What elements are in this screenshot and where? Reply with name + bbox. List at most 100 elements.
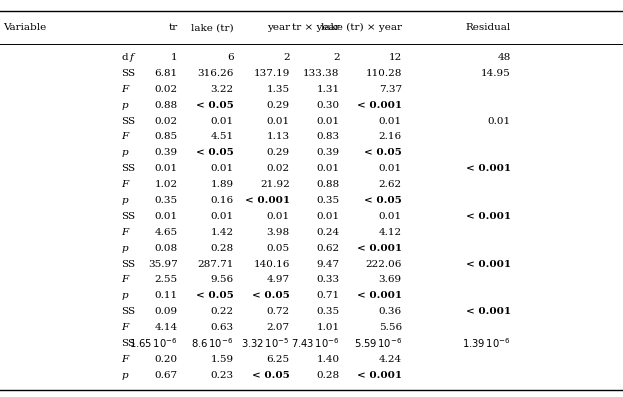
Text: 0.01: 0.01 xyxy=(316,117,340,125)
Text: 0.29: 0.29 xyxy=(267,148,290,157)
Text: 0.28: 0.28 xyxy=(316,371,340,380)
Text: 2.62: 2.62 xyxy=(379,180,402,189)
Text: 0.22: 0.22 xyxy=(211,307,234,316)
Text: 0.16: 0.16 xyxy=(211,196,234,205)
Text: 1.42: 1.42 xyxy=(211,228,234,237)
Text: 4.65: 4.65 xyxy=(155,228,178,237)
Text: 0.39: 0.39 xyxy=(155,148,178,157)
Text: 0.01: 0.01 xyxy=(267,212,290,221)
Text: 0.35: 0.35 xyxy=(155,196,178,205)
Text: 133.38: 133.38 xyxy=(303,69,340,78)
Text: p: p xyxy=(121,101,128,110)
Text: 0.67: 0.67 xyxy=(155,371,178,380)
Text: 2: 2 xyxy=(333,53,340,62)
Text: $8.6\,10^{-6}$: $8.6\,10^{-6}$ xyxy=(191,337,234,350)
Text: 12: 12 xyxy=(389,53,402,62)
Text: 1.01: 1.01 xyxy=(316,323,340,332)
Text: 0.01: 0.01 xyxy=(379,212,402,221)
Text: SS: SS xyxy=(121,212,136,221)
Text: < 0.05: < 0.05 xyxy=(196,291,234,300)
Text: 0.83: 0.83 xyxy=(316,133,340,141)
Text: 2.55: 2.55 xyxy=(155,276,178,284)
Text: 0.20: 0.20 xyxy=(155,355,178,364)
Text: 0.62: 0.62 xyxy=(316,244,340,252)
Text: 1.40: 1.40 xyxy=(316,355,340,364)
Text: SS: SS xyxy=(121,164,136,173)
Text: 35.97: 35.97 xyxy=(148,260,178,268)
Text: 0.71: 0.71 xyxy=(316,291,340,300)
Text: 0.33: 0.33 xyxy=(316,276,340,284)
Text: 0.01: 0.01 xyxy=(379,164,402,173)
Text: p: p xyxy=(121,291,128,300)
Text: 14.95: 14.95 xyxy=(481,69,511,78)
Text: 316.26: 316.26 xyxy=(197,69,234,78)
Text: 0.24: 0.24 xyxy=(316,228,340,237)
Text: 3.69: 3.69 xyxy=(379,276,402,284)
Text: 48: 48 xyxy=(498,53,511,62)
Text: $3.32\,10^{-5}$: $3.32\,10^{-5}$ xyxy=(241,337,290,350)
Text: 0.02: 0.02 xyxy=(267,164,290,173)
Text: $1.39\,10^{-6}$: $1.39\,10^{-6}$ xyxy=(462,337,511,350)
Text: SS: SS xyxy=(121,117,136,125)
Text: 0.02: 0.02 xyxy=(155,117,178,125)
Text: 0.01: 0.01 xyxy=(316,164,340,173)
Text: 0.72: 0.72 xyxy=(267,307,290,316)
Text: p: p xyxy=(121,196,128,205)
Text: 6: 6 xyxy=(227,53,234,62)
Text: 0.01: 0.01 xyxy=(488,117,511,125)
Text: d: d xyxy=(121,53,128,62)
Text: 137.19: 137.19 xyxy=(254,69,290,78)
Text: 0.85: 0.85 xyxy=(155,133,178,141)
Text: 0.08: 0.08 xyxy=(155,244,178,252)
Text: 4.14: 4.14 xyxy=(155,323,178,332)
Text: 7.37: 7.37 xyxy=(379,85,402,94)
Text: 222.06: 222.06 xyxy=(366,260,402,268)
Text: 0.02: 0.02 xyxy=(155,85,178,94)
Text: 4.24: 4.24 xyxy=(379,355,402,364)
Text: 0.01: 0.01 xyxy=(267,117,290,125)
Text: 287.71: 287.71 xyxy=(197,260,234,268)
Text: 9.47: 9.47 xyxy=(316,260,340,268)
Text: < 0.001: < 0.001 xyxy=(466,212,511,221)
Text: < 0.001: < 0.001 xyxy=(357,244,402,252)
Text: p: p xyxy=(121,148,128,157)
Text: lake (tr): lake (tr) xyxy=(191,23,234,32)
Text: 3.98: 3.98 xyxy=(267,228,290,237)
Text: $7.43\,10^{-6}$: $7.43\,10^{-6}$ xyxy=(291,337,340,350)
Text: 1: 1 xyxy=(171,53,178,62)
Text: < 0.05: < 0.05 xyxy=(196,148,234,157)
Text: 1.89: 1.89 xyxy=(211,180,234,189)
Text: SS: SS xyxy=(121,307,136,316)
Text: $5.59\,10^{-6}$: $5.59\,10^{-6}$ xyxy=(354,337,402,350)
Text: 0.35: 0.35 xyxy=(316,307,340,316)
Text: 0.35: 0.35 xyxy=(316,196,340,205)
Text: SS: SS xyxy=(121,69,136,78)
Text: < 0.001: < 0.001 xyxy=(466,260,511,268)
Text: < 0.001: < 0.001 xyxy=(357,291,402,300)
Text: 4.12: 4.12 xyxy=(379,228,402,237)
Text: tr: tr xyxy=(168,23,178,32)
Text: F: F xyxy=(121,355,129,364)
Text: lake (tr) × year: lake (tr) × year xyxy=(321,23,402,32)
Text: 4.51: 4.51 xyxy=(211,133,234,141)
Text: 5.56: 5.56 xyxy=(379,323,402,332)
Text: 21.92: 21.92 xyxy=(260,180,290,189)
Text: < 0.001: < 0.001 xyxy=(357,101,402,110)
Text: 2.16: 2.16 xyxy=(379,133,402,141)
Text: 0.09: 0.09 xyxy=(155,307,178,316)
Text: 1.31: 1.31 xyxy=(316,85,340,94)
Text: 0.23: 0.23 xyxy=(211,371,234,380)
Text: 110.28: 110.28 xyxy=(366,69,402,78)
Text: 6.25: 6.25 xyxy=(267,355,290,364)
Text: 0.88: 0.88 xyxy=(316,180,340,189)
Text: 0.30: 0.30 xyxy=(316,101,340,110)
Text: SS: SS xyxy=(121,260,136,268)
Text: 0.28: 0.28 xyxy=(211,244,234,252)
Text: 1.13: 1.13 xyxy=(267,133,290,141)
Text: year: year xyxy=(267,23,290,32)
Text: p: p xyxy=(121,371,128,380)
Text: 140.16: 140.16 xyxy=(254,260,290,268)
Text: < 0.05: < 0.05 xyxy=(364,196,402,205)
Text: F: F xyxy=(121,228,129,237)
Text: < 0.05: < 0.05 xyxy=(196,101,234,110)
